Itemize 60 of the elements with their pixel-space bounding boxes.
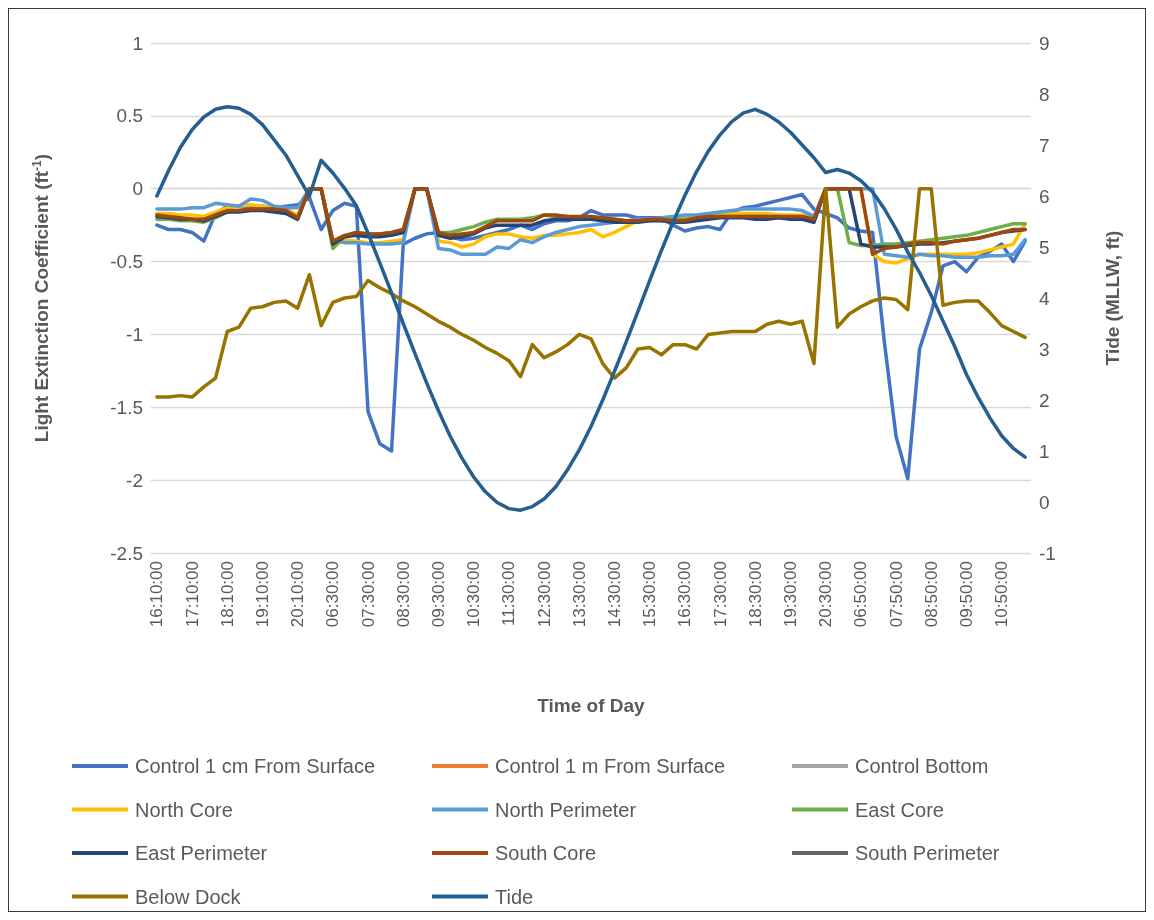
legend-label: East Perimeter — [135, 842, 268, 864]
y-tick-label: 1 — [132, 32, 143, 54]
legend-label: Control Bottom — [855, 755, 989, 777]
y2-tick-label: 8 — [1039, 83, 1050, 105]
x-tick-label: 12:30:00 — [534, 561, 554, 628]
x-tick-label: 17:30:00 — [710, 561, 730, 628]
y2-tick-label: 5 — [1039, 236, 1050, 258]
y2-tick-label: 1 — [1039, 440, 1050, 462]
legend-label: Control 1 m From Surface — [495, 755, 726, 777]
x-tick-label: 15:30:00 — [640, 561, 660, 628]
x-tick-label: 08:50:00 — [921, 561, 941, 628]
y-axis-title: Light Extinction Coefficient (ft-1) — [30, 153, 52, 443]
x-tick-label: 16:10:00 — [147, 561, 167, 628]
legend-label: North Perimeter — [495, 798, 637, 821]
legend-label: East Core — [855, 798, 944, 821]
y-tick-label: 0.5 — [116, 105, 143, 127]
line-series — [155, 186, 1027, 399]
y-tick-label: -2.5 — [110, 542, 143, 564]
y2-axis-title: Tide (MLLW, ft) — [1102, 230, 1123, 366]
x-tick-label: 16:30:00 — [675, 561, 695, 628]
y-tick-label: -0.5 — [110, 251, 143, 273]
legend-label: Below Dock — [135, 885, 242, 908]
y2-tick-label: -1 — [1039, 542, 1056, 564]
x-tick-label: 10:50:00 — [992, 561, 1012, 628]
x-tick-label: 19:30:00 — [780, 561, 800, 628]
legend-label: South Core — [495, 842, 597, 864]
x-tick-label: 11:30:00 — [499, 561, 519, 626]
y2-tick-label: 9 — [1039, 32, 1050, 54]
legend-label: Control 1 cm From Surface — [135, 755, 376, 777]
x-tick-label: 17:10:00 — [182, 561, 202, 628]
x-tick-label: 19:10:00 — [252, 561, 272, 628]
y-tick-label: 0 — [132, 178, 143, 200]
legend-label: South Perimeter — [855, 842, 1000, 864]
x-tick-label: 13:30:00 — [569, 561, 589, 628]
x-tick-label: 07:30:00 — [358, 561, 378, 628]
x-tick-label: 09:50:00 — [956, 561, 976, 628]
y2-tick-label: 6 — [1039, 185, 1050, 207]
y2-tick-label: 2 — [1039, 389, 1050, 411]
x-tick-label: 06:30:00 — [323, 561, 343, 628]
x-tick-label: 06:50:00 — [851, 561, 871, 628]
y-tick-label: -1 — [126, 323, 143, 345]
x-tick-label: 09:30:00 — [428, 561, 448, 628]
y2-tick-label: 0 — [1039, 491, 1050, 513]
y-tick-label: -1.5 — [110, 396, 143, 418]
y2-tick-label: 7 — [1039, 134, 1050, 156]
legend-label: Tide — [495, 885, 534, 908]
x-tick-label: 14:30:00 — [604, 561, 624, 628]
x-tick-label: 18:30:00 — [745, 561, 765, 628]
x-tick-label: 08:30:00 — [393, 561, 413, 628]
y2-tick-label: 3 — [1039, 338, 1050, 360]
x-tick-label: 20:30:00 — [816, 561, 836, 628]
x-tick-label: 10:30:00 — [464, 561, 484, 628]
x-tick-label: 20:10:00 — [288, 561, 308, 628]
x-tick-label: 07:50:00 — [886, 561, 906, 628]
y2-tick-label: 4 — [1039, 287, 1050, 309]
legend-label: North Core — [135, 798, 233, 821]
x-tick-label: 18:10:00 — [217, 561, 237, 628]
line-series — [155, 105, 1027, 512]
y-tick-label: -2 — [126, 469, 143, 491]
x-axis-title: Time of Day — [537, 695, 646, 716]
